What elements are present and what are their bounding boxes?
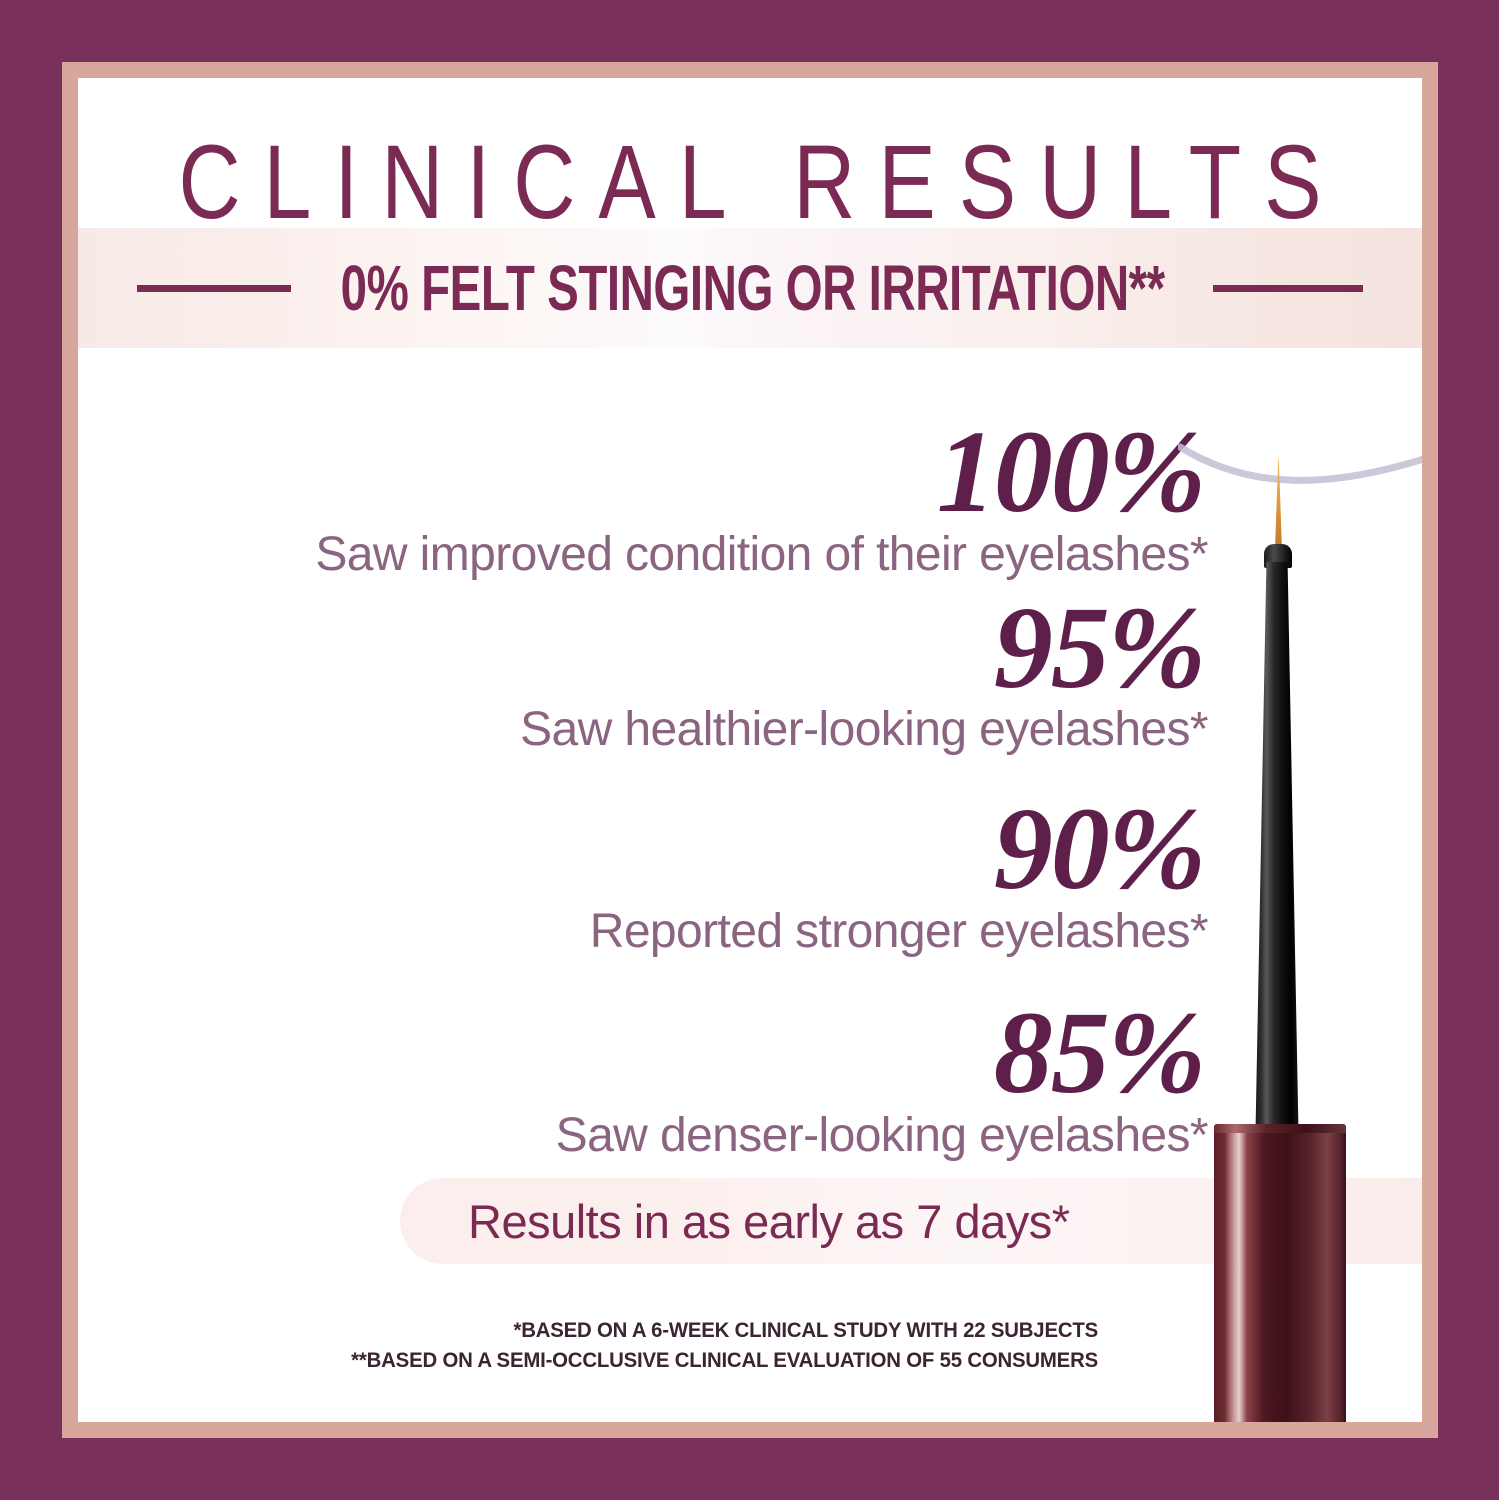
page-title: CLINICAL RESULTS	[178, 123, 1345, 242]
banner-rule-left-icon	[137, 284, 292, 292]
banner-background	[78, 228, 1422, 348]
stat-row: 100% Saw improved condition of their eye…	[178, 406, 1208, 582]
bottle-cap-top-edge	[1214, 1124, 1346, 1133]
product-image	[1068, 78, 1422, 1422]
stat-row: 95% Saw healthier-looking eyelashes*	[178, 581, 1208, 758]
stats-list: 100% Saw improved condition of their eye…	[178, 406, 1209, 1175]
stat-label: Reported stronger eyelashes*	[589, 905, 1209, 959]
stat-percent: 95%	[993, 581, 1206, 713]
results-callout-text: Results in as early as 7 days*	[468, 1194, 1070, 1248]
brush-bristle-icon	[1275, 458, 1282, 550]
banner-text: 0% FELT STINGING OR IRRITATION**	[340, 252, 1165, 324]
footnote-double-asterisk: **BASED ON A SEMI-OCCLUSIVE CLINICAL EVA…	[351, 1349, 1098, 1373]
swoosh-stroke-icon	[1178, 443, 1422, 484]
stat-row: 90% Reported stronger eyelashes*	[178, 783, 1209, 959]
footnotes: *BASED ON A 6-WEEK CLINICAL STUDY WITH 2…	[78, 1316, 1098, 1377]
stat-label: Saw healthier-looking eyelashes*	[520, 703, 1208, 757]
content-panel: CLINICAL RESULTS 0% FELT STINGING OR IRR…	[78, 78, 1422, 1422]
banner-rule-right-icon	[1212, 284, 1363, 292]
bottle-cap	[1214, 1124, 1346, 1422]
stat-label: Saw denser-looking eyelashes*	[555, 1108, 1209, 1162]
brush-handle	[1255, 562, 1299, 1158]
footnote-single-asterisk: *BASED ON A 6-WEEK CLINICAL STUDY WITH 2…	[513, 1319, 1098, 1342]
stat-percent: 85%	[993, 987, 1206, 1119]
stat-label: Saw improved condition of their eyelashe…	[315, 527, 1208, 581]
stat-row: 85% Saw denser-looking eyelashes*	[178, 987, 1209, 1163]
stat-percent: 90%	[993, 783, 1206, 915]
stat-percent: 100%	[936, 406, 1206, 537]
banner: 0% FELT STINGING OR IRRITATION**	[78, 228, 1422, 348]
